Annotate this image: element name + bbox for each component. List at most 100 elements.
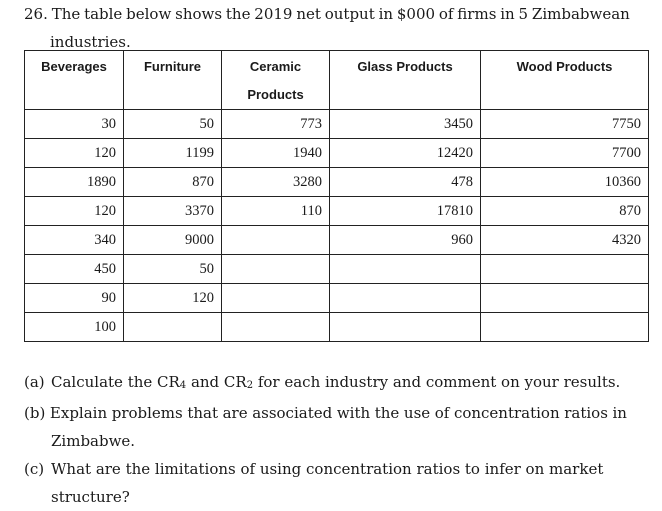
cell-furniture: [123, 312, 222, 342]
header-wood-products: Wood Products: [480, 50, 649, 110]
word: of: [438, 5, 454, 23]
word: $000: [396, 5, 436, 23]
cell-ceramic: 110: [221, 196, 330, 226]
cell-beverages: 340: [24, 225, 124, 255]
table-row: 90 120: [24, 283, 649, 313]
cell-glass: 478: [329, 167, 481, 197]
cell-furniture: 50: [123, 109, 222, 139]
word: the: [225, 5, 251, 23]
task-a: (a) Calculate the CR4 and CR2 for each i…: [24, 368, 662, 399]
question-number: 26.: [24, 5, 48, 23]
task-a-pre: Calculate the CR: [51, 373, 180, 391]
cell-glass: 17810: [329, 196, 481, 226]
word: table: [84, 5, 123, 23]
word: that: [187, 404, 218, 422]
task-c-text: What are the limitations of using concen…: [51, 460, 604, 506]
cell-beverages: 120: [24, 138, 124, 168]
word: the: [374, 404, 400, 422]
cell-glass: 12420: [329, 138, 481, 168]
cell-ceramic: 1940: [221, 138, 330, 168]
cell-furniture: 1199: [123, 138, 222, 168]
word: Zimbabwean: [531, 5, 630, 23]
task-b-line2: Zimbabwe.: [51, 432, 136, 450]
word: with: [336, 404, 371, 422]
question-intro-line2: industries.: [50, 33, 131, 51]
table-row: 450 50: [24, 254, 649, 284]
cell-wood: 10360: [480, 167, 649, 197]
task-c-tag: (c): [24, 460, 45, 478]
cell-ceramic: 773: [221, 109, 330, 139]
cell-wood: 7700: [480, 138, 649, 168]
word: 2019: [254, 5, 293, 23]
word: associated: [252, 404, 333, 422]
word: net: [296, 5, 321, 23]
cell-beverages: 120: [24, 196, 124, 226]
task-a-mid: and CR: [186, 373, 247, 391]
word: of: [434, 404, 450, 422]
cell-wood: 7750: [480, 109, 649, 139]
table-row: 1890 870 3280 478 10360: [24, 167, 649, 197]
cell-glass: [329, 312, 481, 342]
cr-subscript-4: 4: [179, 380, 187, 391]
word: 5: [518, 5, 529, 23]
cell-beverages: 30: [24, 109, 124, 139]
table-header-row: Beverages Furniture Ceramic Products Gla…: [24, 50, 649, 110]
task-b-tag: (b): [24, 404, 46, 422]
word: concentration: [453, 404, 560, 422]
word: The: [51, 5, 81, 23]
word: shows: [175, 5, 223, 23]
cell-ceramic: [221, 312, 330, 342]
word: below: [126, 5, 172, 23]
word: in: [500, 5, 515, 23]
cell-ceramic: [221, 283, 330, 313]
word: output: [324, 5, 375, 23]
header-ceramic-line2: Products: [247, 87, 304, 102]
task-a-tag: (a): [24, 373, 45, 391]
header-glass-products: Glass Products: [329, 50, 481, 110]
cell-glass: 3450: [329, 109, 481, 139]
cell-beverages: 450: [24, 254, 124, 284]
question-intro-line1: 26. The table below shows the 2019 net o…: [24, 0, 630, 28]
cr-subscript-2: 2: [246, 380, 254, 391]
word: ratios: [564, 404, 608, 422]
table-row: 120 3370 110 17810 870: [24, 196, 649, 226]
cell-ceramic: [221, 225, 330, 255]
cell-furniture: 9000: [123, 225, 222, 255]
task-a-text: Calculate the CR4 and CR2 for each indus…: [51, 368, 620, 399]
cell-glass: [329, 254, 481, 284]
header-furniture: Furniture: [123, 50, 222, 110]
word: in: [378, 5, 394, 23]
table-row: 100: [24, 312, 649, 342]
table-row: 30 50 773 3450 7750: [24, 109, 649, 139]
cell-ceramic: [221, 254, 330, 284]
word: Explain: [49, 404, 108, 422]
cell-glass: [329, 283, 481, 313]
cell-beverages: 90: [24, 283, 124, 313]
cell-beverages: 100: [24, 312, 124, 342]
output-table: Beverages Furniture Ceramic Products Gla…: [24, 50, 649, 342]
table-row: 120 1199 1940 12420 7700: [24, 138, 649, 168]
cell-wood: [480, 254, 649, 284]
header-ceramic-products: Ceramic Products: [221, 50, 330, 110]
header-ceramic-line1: Ceramic: [249, 59, 302, 74]
task-b-line1: (b) Explain problems that are associated…: [24, 399, 627, 427]
cell-furniture: 870: [123, 167, 222, 197]
cell-beverages: 1890: [24, 167, 124, 197]
cell-wood: 4320: [480, 225, 649, 255]
word: firms: [457, 5, 497, 23]
word: in: [612, 404, 627, 422]
cell-wood: [480, 312, 649, 342]
word: use: [403, 404, 431, 422]
header-beverages: Beverages: [24, 50, 124, 110]
word: are: [222, 404, 248, 422]
cell-ceramic: 3280: [221, 167, 330, 197]
cell-wood: [480, 283, 649, 313]
task-a-post: for each industry and comment on your re…: [253, 373, 621, 391]
question-intro: 26. The table below shows the 2019 net o…: [24, 0, 630, 56]
task-c: (c) What are the limitations of using co…: [24, 455, 662, 511]
cell-furniture: 120: [123, 283, 222, 313]
cell-furniture: 50: [123, 254, 222, 284]
cell-glass: 960: [329, 225, 481, 255]
cell-wood: 870: [480, 196, 649, 226]
cell-furniture: 3370: [123, 196, 222, 226]
